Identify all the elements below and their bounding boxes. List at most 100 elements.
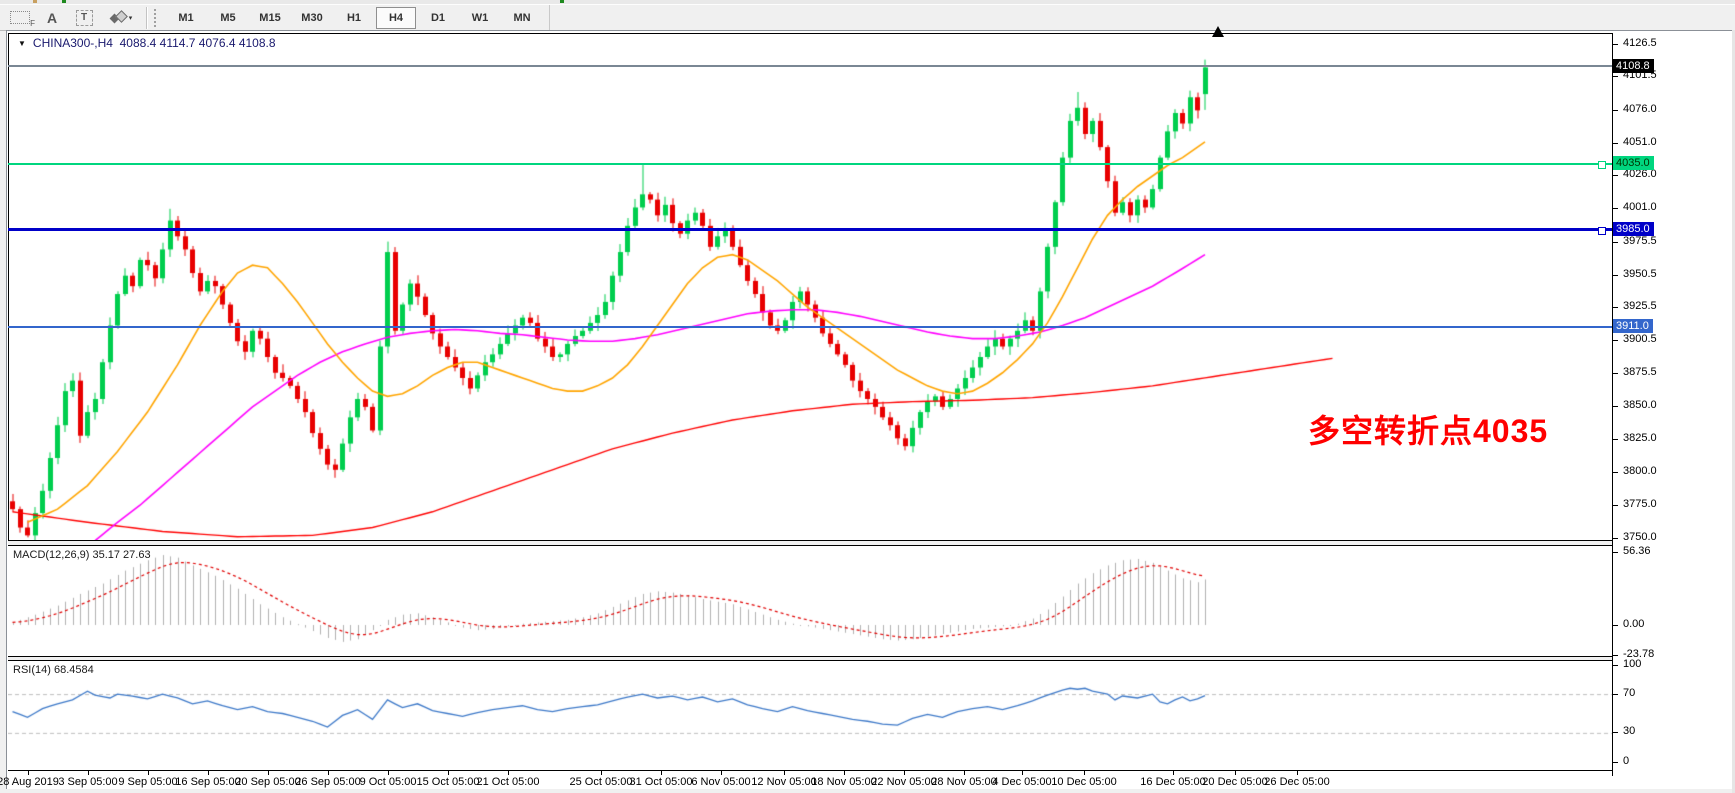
time-tick (208, 771, 209, 775)
price-tick-label[interactable]: 3825.0 (1623, 432, 1657, 444)
hline-3911[interactable] (8, 325, 1612, 328)
price-tick-label[interactable]: 4026.0 (1623, 168, 1657, 180)
main-panel-bottom-border (8, 540, 1612, 541)
time-label[interactable]: 10 Dec 05:00 (1051, 776, 1117, 788)
time-tick (601, 771, 602, 775)
price-tick-label[interactable]: 3925.5 (1623, 300, 1657, 312)
time-label[interactable]: 9 Oct 05:00 (359, 776, 417, 788)
time-label[interactable]: 15 Oct 05:00 (416, 776, 480, 788)
time-tick (1173, 771, 1174, 775)
objects-dropdown-button[interactable]: ▾ (101, 7, 141, 28)
price-tick-label[interactable]: 3950.5 (1623, 268, 1657, 280)
hline-handle[interactable] (1598, 161, 1606, 170)
price-tick (1612, 208, 1618, 209)
time-label[interactable]: 20 Sep 05:00 (235, 776, 301, 788)
time-tick (448, 771, 449, 775)
macd-canvas[interactable] (8, 546, 1612, 656)
time-label[interactable]: 20 Dec 05:00 (1202, 776, 1268, 788)
main-chart-canvas[interactable] (8, 33, 1612, 540)
price-tick-label[interactable]: 3900.5 (1623, 333, 1657, 345)
timeframe-mn-button[interactable]: MN (513, 11, 531, 24)
price-tick (1612, 439, 1618, 440)
timeframe-h1-button[interactable]: H1 (346, 11, 362, 24)
price-tick (1612, 44, 1618, 45)
time-tick (388, 771, 389, 775)
time-label[interactable]: 26 Sep 05:00 (295, 776, 361, 788)
time-label[interactable]: 26 Dec 05:00 (1264, 776, 1330, 788)
hline-4110[interactable] (8, 64, 1612, 67)
macd-tick (1612, 655, 1618, 656)
price-tick (1612, 76, 1618, 77)
rsi-canvas[interactable] (8, 661, 1612, 770)
time-label[interactable]: 16 Dec 05:00 (1140, 776, 1206, 788)
time-label[interactable]: 16 Sep 05:00 (175, 776, 241, 788)
time-tick (661, 771, 662, 775)
time-label[interactable]: 4 Dec 05:00 (992, 776, 1052, 788)
timeframe-buttons: M1 M5 M15 M30 H1 H4 D1 W1 MN (165, 5, 543, 30)
hline-handle[interactable] (1598, 226, 1606, 235)
toolbar-separator (146, 6, 148, 29)
price-tick-label[interactable]: 3750.0 (1623, 531, 1657, 543)
price-tick-label[interactable]: 4076.0 (1623, 103, 1657, 115)
price-badge-4035.0[interactable]: 4035.0 (1613, 156, 1654, 171)
macd-axis-label: -23.78 (1623, 648, 1655, 660)
price-tick-label[interactable]: 3875.5 (1623, 366, 1657, 378)
crosshair-template-tool-button[interactable]: F (5, 7, 35, 28)
time-label[interactable]: 9 Sep 05:00 (118, 776, 178, 788)
price-tick-label[interactable]: 4051.0 (1623, 136, 1657, 148)
timeframe-d1-button[interactable]: D1 (430, 11, 446, 24)
time-tick (784, 771, 785, 775)
price-tick (1612, 472, 1618, 473)
price-tick (1612, 538, 1618, 539)
time-label[interactable]: 3 Sep 05:00 (58, 776, 118, 788)
price-tick (1612, 110, 1618, 111)
panel-splitter[interactable] (8, 541, 1612, 545)
price-tick-label[interactable]: 4126.5 (1623, 37, 1657, 49)
time-label[interactable]: 28 Nov 05:00 (931, 776, 997, 788)
rsi-tick (1612, 732, 1618, 733)
price-axis-line[interactable] (1612, 33, 1613, 776)
price-badge-4108.8[interactable]: 4108.8 (1613, 59, 1654, 74)
time-label[interactable]: 28 Aug 2019 (0, 776, 59, 788)
hline-4035[interactable] (8, 163, 1612, 166)
time-tick (964, 771, 965, 775)
price-tick-label[interactable]: 3775.0 (1623, 498, 1657, 510)
hline-3985[interactable] (8, 228, 1612, 232)
main-panel-top-border (8, 33, 1612, 34)
time-label[interactable]: 21 Oct 05:00 (476, 776, 540, 788)
time-label[interactable]: 18 Nov 05:00 (811, 776, 877, 788)
time-tick (1297, 771, 1298, 775)
timeframe-m1-button[interactable]: M1 (178, 11, 194, 24)
time-label[interactable]: 6 Nov 05:00 (691, 776, 751, 788)
timeframe-m5-button[interactable]: M5 (220, 11, 236, 24)
timeframe-h4-button[interactable]: H4 (376, 6, 416, 29)
diamonds-objects-icon (109, 9, 128, 25)
time-tick (88, 771, 89, 775)
price-tick (1612, 175, 1618, 176)
price-tick-label[interactable]: 3850.0 (1623, 399, 1657, 411)
price-tick-label[interactable]: 4001.0 (1623, 201, 1657, 213)
price-tick-label[interactable]: 3975.5 (1623, 235, 1657, 247)
rsi-axis-label: 70 (1623, 687, 1636, 699)
timeframe-m15-button[interactable]: M15 (259, 11, 281, 24)
time-tick (508, 771, 509, 775)
time-label[interactable]: 12 Nov 05:00 (751, 776, 817, 788)
time-label[interactable]: 22 Nov 05:00 (871, 776, 937, 788)
toolbar-drag-handle[interactable] (154, 8, 159, 27)
annotation-text[interactable]: 多空转折点4035 (1308, 413, 1549, 449)
price-badge-3911.0[interactable]: 3911.0 (1613, 318, 1653, 333)
time-label[interactable]: 31 Oct 05:00 (629, 776, 693, 788)
price-tick-label[interactable]: 3800.0 (1623, 465, 1657, 477)
timeframe-m30-button[interactable]: M30 (301, 11, 323, 24)
panel-splitter[interactable] (8, 657, 1612, 660)
window-right-edge (1732, 30, 1735, 793)
text-label-tool-button[interactable]: A (37, 7, 67, 28)
timeframe-w1-button[interactable]: W1 (471, 11, 489, 24)
price-tick (1612, 373, 1618, 374)
rsi-axis-label: 30 (1623, 725, 1636, 737)
price-badge-3985.0[interactable]: 3985.0 (1613, 221, 1654, 236)
time-label[interactable]: 25 Oct 05:00 (569, 776, 633, 788)
text-box-tool-button[interactable]: T (69, 7, 99, 28)
time-tick (1084, 771, 1085, 775)
boxed-t-icon: T (75, 9, 93, 26)
